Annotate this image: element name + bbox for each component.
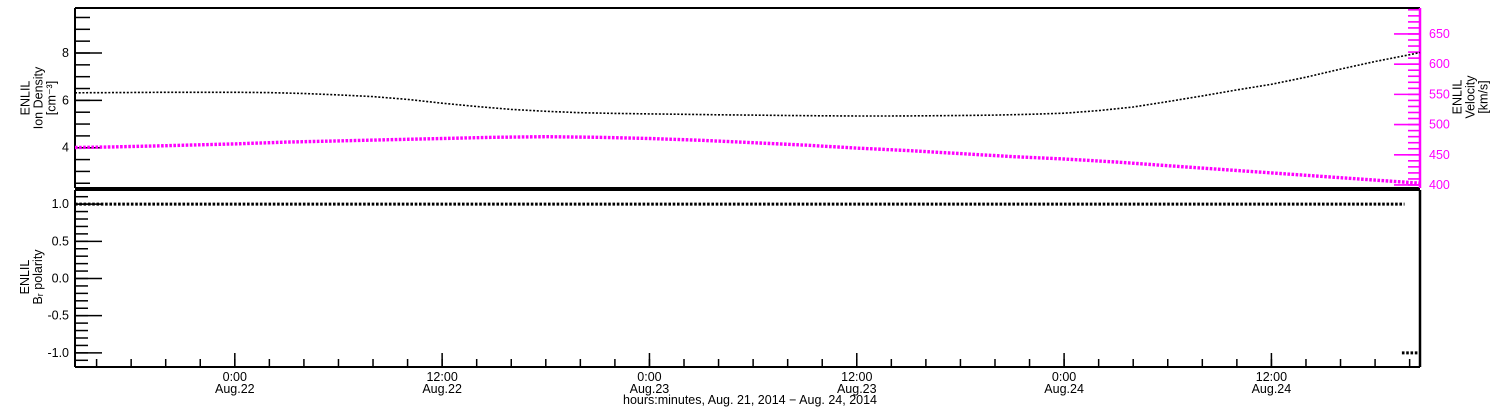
y-left-tick-label: -1.0 [47, 346, 69, 360]
y-right-tick-label: 550 [1429, 87, 1450, 101]
y-left-tick-label: 4 [62, 141, 69, 155]
y-right-tick-label: 400 [1429, 178, 1450, 192]
x-tick-time-label: 0:00 [1052, 370, 1076, 384]
x-tick-date-label: Aug.23 [837, 382, 877, 396]
x-tick-date-label: Aug.24 [1044, 382, 1084, 396]
y-right-tick-label: 650 [1429, 27, 1450, 41]
y-left-tick-label: 0.0 [52, 272, 69, 286]
ion-density-axis-title: ENLIL Ion Density [cm⁻³] [18, 66, 59, 130]
x-tick-date-label: Aug.23 [630, 382, 670, 396]
x-tick-date-label: Aug.22 [215, 382, 255, 396]
br-polarity-axis-title: ENLIL Bᵣ polarity [18, 249, 45, 305]
x-axis-title: hours:minutes, Aug. 21, 2014 − Aug. 24, … [622, 393, 878, 407]
y-left-tick-label: 0.5 [52, 234, 69, 248]
y-right-tick-label: 600 [1429, 57, 1450, 71]
y-left-tick-label: 8 [62, 46, 69, 60]
y-left-tick-label: 6 [62, 93, 69, 107]
x-tick-time-label: 12:00 [841, 370, 872, 384]
x-tick-time-label: 0:00 [223, 370, 247, 384]
x-tick-time-label: 0:00 [637, 370, 661, 384]
x-tick-date-label: Aug.22 [422, 382, 462, 396]
velocity-series [74, 134, 1421, 185]
y-left-tick-label: 1.0 [52, 197, 69, 211]
y-right-tick-label: 450 [1429, 148, 1450, 162]
x-tick-date-label: Aug.24 [1252, 382, 1292, 396]
velocity-axis-title: ENLIL Velocity [km/s] [1450, 75, 1491, 119]
y-left-tick-label: -0.5 [47, 309, 69, 323]
x-tick-time-label: 12:00 [426, 370, 457, 384]
y-right-tick-label: 500 [1429, 118, 1450, 132]
ion-density-series [74, 51, 1421, 117]
x-tick-time-label: 12:00 [1256, 370, 1287, 384]
